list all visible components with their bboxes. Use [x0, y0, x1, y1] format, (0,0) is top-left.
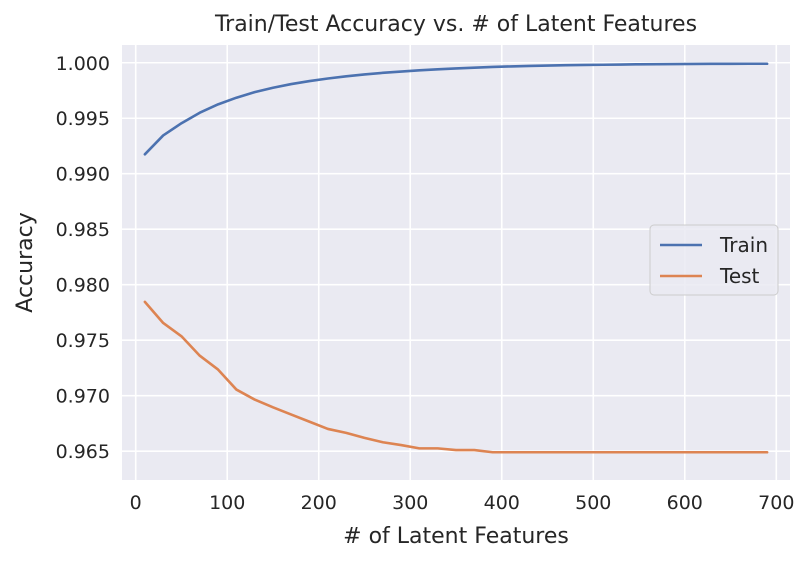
grid-lines [122, 45, 790, 480]
x-tick-label: 500 [575, 492, 611, 514]
chart-title: Train/Test Accuracy vs. # of Latent Feat… [214, 12, 697, 37]
legend-label-test: Test [719, 264, 760, 288]
series-line-test [143, 300, 769, 454]
x-tick-label: 400 [484, 492, 520, 514]
y-tick-labels: 0.965 0.970 0.975 0.980 0.985 0.990 0.995 1.000 [56, 53, 110, 463]
legend: Train Test [649, 224, 779, 296]
x-tick-label: 0 [130, 492, 142, 514]
legend-label-train: Train [719, 233, 768, 257]
y-tick-label: 0.990 [56, 164, 110, 186]
legend-box [649, 224, 779, 296]
y-axis-label: Accuracy [13, 212, 38, 312]
y-tick-label: 0.995 [56, 108, 110, 130]
y-tick-label: 0.975 [56, 330, 110, 352]
y-tick-label: 0.985 [56, 219, 110, 241]
series-line-train [143, 62, 769, 156]
y-tick-label: 1.000 [56, 53, 110, 75]
x-tick-label: 700 [758, 492, 794, 514]
x-tick-label: 200 [301, 492, 337, 514]
x-axis-label: # of Latent Features [343, 524, 569, 549]
x-tick-label: 600 [667, 492, 703, 514]
y-tick-label: 0.970 [56, 386, 110, 408]
y-tick-label: 0.965 [56, 441, 110, 463]
x-tick-label: 300 [392, 492, 428, 514]
y-tick-label: 0.980 [56, 275, 110, 297]
x-tick-label: 100 [209, 492, 245, 514]
series-lines [143, 62, 769, 454]
x-tick-labels: 0 100 200 300 400 500 600 700 [130, 492, 795, 514]
